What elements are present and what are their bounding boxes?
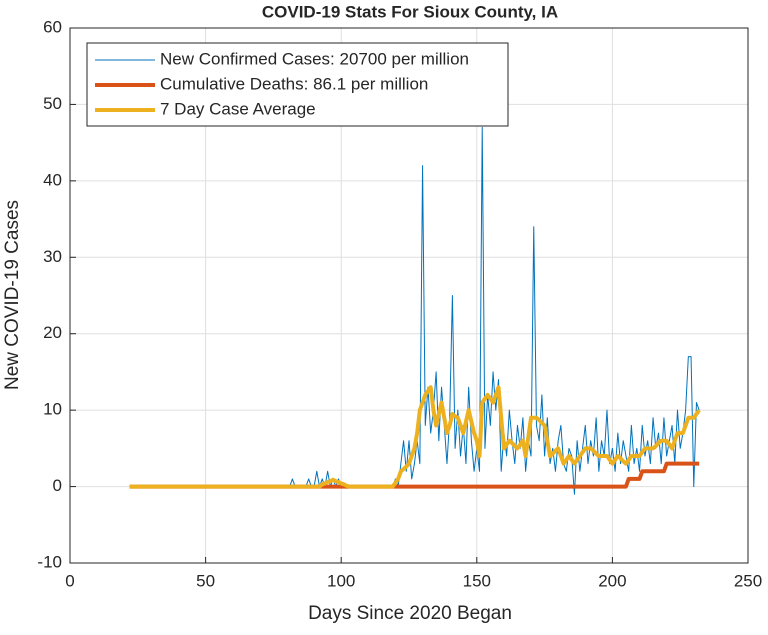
legend-label: New Confirmed Cases: 20700 per million: [160, 49, 469, 68]
x-tick-label: 100: [327, 571, 355, 590]
legend-label: 7 Day Case Average: [160, 99, 316, 118]
x-axis-label: Days Since 2020 Began: [308, 603, 512, 624]
x-tick-label: 50: [196, 571, 215, 590]
legend: New Confirmed Cases: 20700 per million Cu…: [86, 42, 509, 127]
y-tick-label: 60: [43, 17, 62, 36]
x-tick-label: 150: [463, 571, 491, 590]
y-tick-label: 30: [43, 247, 62, 266]
x-tick-label: 0: [65, 571, 74, 590]
x-tick-label: 200: [598, 571, 626, 590]
y-tick-label: 0: [53, 476, 62, 495]
y-tick-label: 40: [43, 170, 62, 189]
y-tick-label: -10: [37, 552, 62, 571]
chart-title: COVID-19 Stats For Sioux County, IA: [262, 2, 558, 21]
series-line: [129, 385, 701, 489]
y-tick-label: 10: [43, 400, 62, 419]
legend-label: Cumulative Deaths: 86.1 per million: [160, 74, 428, 93]
y-tick-label: 20: [43, 323, 62, 342]
y-tick-label: 50: [43, 94, 62, 113]
y-axis-label: New COVID-19 Cases: [2, 200, 23, 390]
legend-box: [86, 42, 509, 127]
x-tick-label: 250: [734, 571, 762, 590]
axes-box: [69, 27, 749, 564]
